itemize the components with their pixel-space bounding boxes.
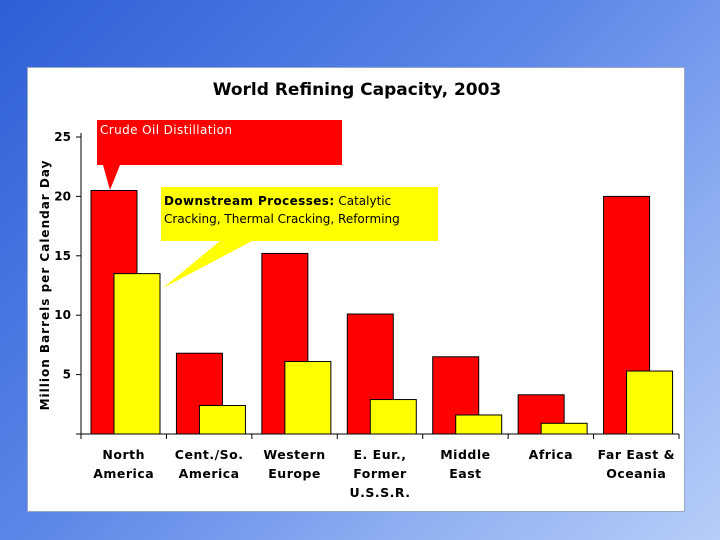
bars	[90, 189, 674, 435]
y-tick-label: 10	[54, 308, 71, 322]
bar-downstream	[455, 414, 503, 435]
downstream-callout-line2: Cracking, Thermal Cracking, Reforming	[164, 212, 400, 226]
y-tick-label: 25	[54, 130, 71, 144]
bar-downstream	[284, 361, 332, 435]
category-label: Far East &	[598, 447, 675, 462]
callouts: Crude Oil Distillation Downstream Proces…	[97, 120, 438, 288]
y-axis-label: Million Barrels per Calendar Day	[38, 160, 52, 411]
downstream-bold-label: Downstream Processes:	[164, 194, 335, 208]
bar-downstream	[626, 370, 674, 435]
y-tick-label: 20	[54, 189, 71, 203]
category-labels: North America Cent./So. America Western Europ…	[93, 447, 675, 500]
downstream-callout-box	[161, 187, 438, 288]
downstream-callout-line1: Downstream Processes: Catalytic	[164, 194, 391, 208]
y-tick-label: 5	[63, 368, 71, 382]
y-ticks: 5 10 15 20 25	[54, 130, 71, 382]
bar-downstream	[113, 273, 161, 435]
category-label: North	[102, 447, 145, 462]
downstream-callout: Downstream Processes: Catalytic Cracking…	[161, 187, 438, 288]
downstream-line1-rest: Catalytic	[335, 194, 392, 208]
y-tick-label: 15	[54, 249, 71, 263]
bar-downstream	[540, 422, 588, 435]
category-label: Former	[353, 466, 407, 481]
category-label: Middle	[440, 447, 490, 462]
category-label: Europe	[268, 466, 321, 481]
bar-downstream	[369, 399, 417, 435]
category-label: Cent./So.	[175, 447, 244, 462]
category-label: U.S.S.R.	[349, 485, 410, 500]
category-label: Oceania	[606, 466, 666, 481]
category-label: E. Eur.,	[354, 447, 407, 462]
category-label: Western	[263, 447, 325, 462]
bar-downstream	[198, 404, 246, 435]
crude-oil-callout: Crude Oil Distillation	[97, 120, 342, 190]
crude-oil-callout-text: Crude Oil Distillation	[100, 123, 232, 137]
category-label: America	[93, 466, 154, 481]
category-label: East	[449, 466, 481, 481]
crude-oil-callout-box	[97, 120, 342, 190]
category-label: America	[179, 466, 240, 481]
chart-title: World Refining Capacity, 2003	[213, 80, 502, 100]
category-label: Africa	[529, 447, 573, 462]
